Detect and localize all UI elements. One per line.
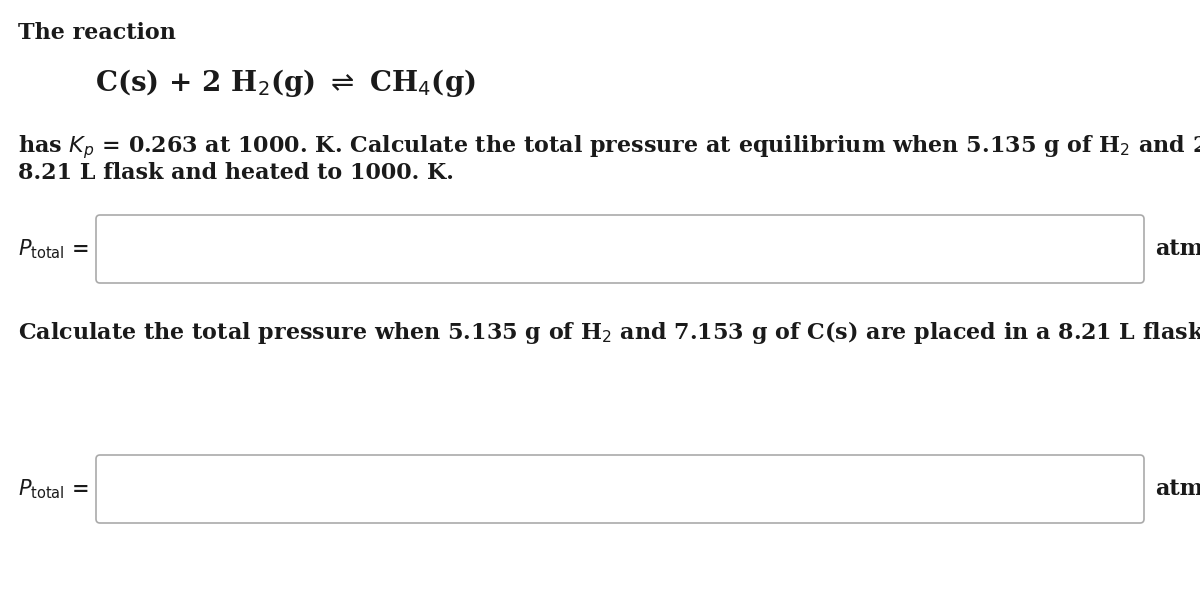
Text: Calculate the total pressure when 5.135 g of H$_2$ and 7.153 g of C(s) are place: Calculate the total pressure when 5.135 … xyxy=(18,319,1200,346)
FancyBboxPatch shape xyxy=(96,215,1144,283)
Text: The reaction: The reaction xyxy=(18,22,176,44)
Text: $P_{\mathrm{total}}$ =: $P_{\mathrm{total}}$ = xyxy=(18,477,89,501)
Text: 8.21 L flask and heated to 1000. K.: 8.21 L flask and heated to 1000. K. xyxy=(18,162,454,184)
Text: C(s) + 2 H$_2$(g) $\rightleftharpoons$ CH$_4$(g): C(s) + 2 H$_2$(g) $\rightleftharpoons$ C… xyxy=(95,67,476,99)
Text: $P_{\mathrm{total}}$ =: $P_{\mathrm{total}}$ = xyxy=(18,237,89,261)
Text: atm: atm xyxy=(1154,478,1200,500)
FancyBboxPatch shape xyxy=(96,455,1144,523)
Text: has $K_p$ = 0.263 at 1000. K. Calculate the total pressure at equilibrium when 5: has $K_p$ = 0.263 at 1000. K. Calculate … xyxy=(18,132,1200,161)
Text: atm: atm xyxy=(1154,238,1200,260)
